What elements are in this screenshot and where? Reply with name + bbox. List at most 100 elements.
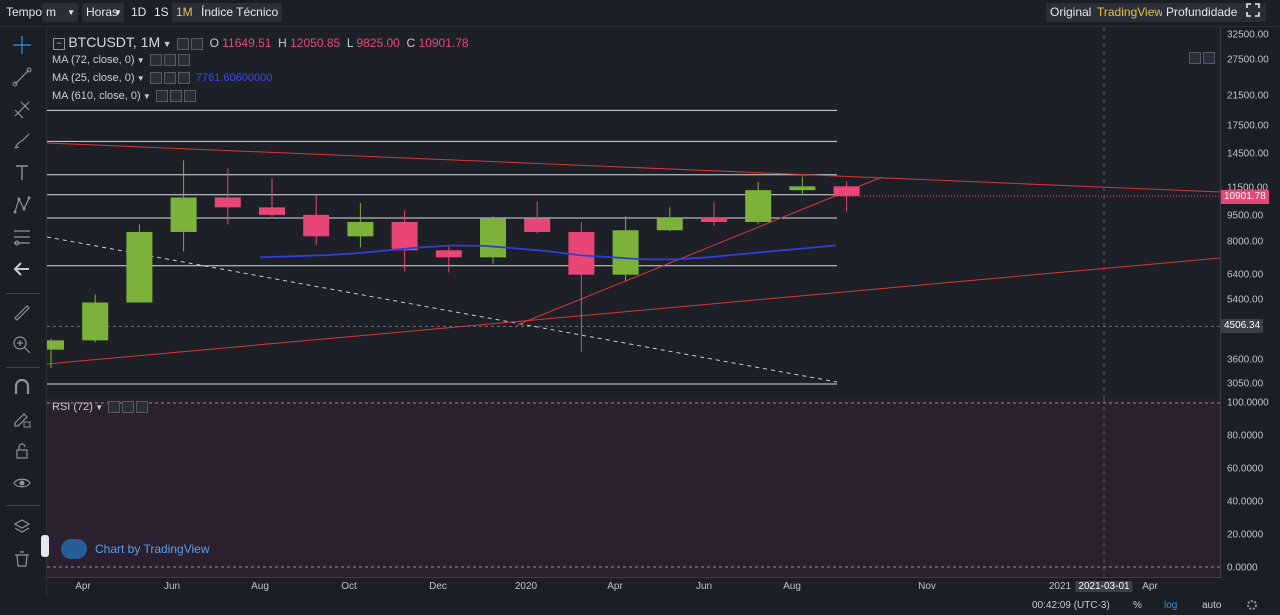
candle-body <box>833 186 860 197</box>
ma-25-value: 7761.60600000 <box>195 72 273 84</box>
chevron-down-icon[interactable]: ▼ <box>92 403 104 412</box>
view-tradingview-button[interactable]: TradingView <box>1093 3 1168 22</box>
indice-tecnico-button[interactable]: Índice Técnico <box>197 3 283 22</box>
rsi-legend[interactable]: RSI (72) ▼ <box>52 401 149 414</box>
gear-icon[interactable] <box>1245 598 1259 615</box>
trendline-icon[interactable] <box>10 65 34 89</box>
horas-select-value: Horas <box>86 5 119 19</box>
candle-body <box>568 231 595 275</box>
candle-body <box>524 218 551 232</box>
price-axis-tick: 5400.00 <box>1227 294 1264 306</box>
percent-toggle[interactable]: % <box>1133 600 1142 611</box>
close-icon[interactable] <box>136 401 149 414</box>
cloud-logo-icon <box>61 539 87 559</box>
ma-25-legend[interactable]: MA (25, close, 0) ▼ 7761.60600000 <box>52 72 273 85</box>
ma-25-label: MA (25, close, 0) <box>52 72 135 84</box>
rsi-pane[interactable]: RSI (72) ▼ Chart by TradingView <box>41 399 1220 577</box>
interval-select[interactable]: m ▼ <box>42 3 78 22</box>
gear-icon[interactable] <box>169 90 182 103</box>
time-axis-tick: Dec <box>429 581 447 592</box>
lock-icon[interactable] <box>10 439 34 463</box>
layers-icon[interactable] <box>10 515 34 539</box>
chevron-down-icon: ▼ <box>114 8 122 17</box>
eye-icon[interactable] <box>149 72 162 85</box>
trash-icon[interactable] <box>10 547 34 571</box>
pane-resize-handle[interactable] <box>41 535 49 557</box>
ma-72-legend[interactable]: MA (72, close, 0) ▼ <box>52 54 190 67</box>
pane-controls <box>1187 50 1215 64</box>
price-axis-tick: 8000.00 <box>1227 236 1264 248</box>
gear-icon[interactable] <box>163 72 176 85</box>
interval-1d-button[interactable]: 1D <box>131 5 147 19</box>
interval-1m-button[interactable]: 1M <box>172 3 197 22</box>
ohlc-open-label: O <box>209 36 219 50</box>
time-axis-tick: Apr <box>75 581 91 592</box>
ruler-icon[interactable] <box>10 301 34 325</box>
ohlc-low-label: L <box>346 36 354 50</box>
price-axis[interactable]: 32500.00 27500.00 21500.00 17500.00 14500.00… <box>1220 27 1280 578</box>
ohlc-low-value: 9825.00 <box>356 36 400 50</box>
ma-610-label: MA (610, close, 0) <box>52 90 141 102</box>
rsi-axis-tick: 0.0000 <box>1227 562 1258 574</box>
ohlc-close-label: C <box>406 36 416 50</box>
eye-icon[interactable] <box>149 54 162 67</box>
candle-body <box>82 302 109 341</box>
time-axis-tick: 2021 <box>1048 581 1072 592</box>
ohlc-open-value: 11649.51 <box>222 36 272 50</box>
close-icon[interactable] <box>177 54 190 67</box>
chevron-down-icon[interactable]: ▼ <box>160 39 172 49</box>
sidebar-divider <box>6 505 40 506</box>
tradingview-watermark[interactable]: Chart by TradingView <box>61 539 210 559</box>
price-axis-tick: 9500.00 <box>1227 210 1264 222</box>
crosshair-price-tag: 4506.34 <box>1221 319 1264 333</box>
fib-icon[interactable] <box>10 225 34 249</box>
view-original-button[interactable]: Original <box>1046 3 1096 22</box>
brush-icon[interactable] <box>10 129 34 153</box>
pane-up-icon[interactable] <box>1189 51 1201 64</box>
candle-body <box>435 250 462 258</box>
candle-body <box>303 214 330 237</box>
chevron-down-icon[interactable]: ▼ <box>134 74 145 83</box>
close-icon[interactable] <box>183 90 196 103</box>
legend-settings-icon[interactable] <box>176 37 189 50</box>
crosshair-icon[interactable] <box>10 33 34 57</box>
gear-icon[interactable] <box>163 54 176 67</box>
zoom-icon[interactable] <box>10 333 34 357</box>
collapse-legend-icon[interactable]: − <box>53 37 65 50</box>
view-profundidade-button[interactable]: Profundidade <box>1162 3 1242 22</box>
price-chart-pane[interactable]: − BTCUSDT, 1M ▼ O 11649.51 H 12050.85 L … <box>47 27 1220 399</box>
top-toolbar: Tempo m ▼ Horas ▼ 1D 1S 1M Índice Técnico … <box>0 0 1280 27</box>
drawing-toolbar <box>0 27 47 615</box>
eye-icon[interactable] <box>155 90 168 103</box>
back-arrow-icon[interactable] <box>10 257 34 281</box>
log-toggle[interactable]: log <box>1164 600 1178 611</box>
eye-icon[interactable] <box>10 471 34 495</box>
legend-compare-icon[interactable] <box>190 37 203 50</box>
rsi-axis-tick: 60.0000 <box>1227 463 1264 475</box>
fullscreen-icon[interactable] <box>1240 3 1266 22</box>
lock-draw-icon[interactable] <box>10 407 34 431</box>
time-axis[interactable]: Apr Jun Aug Oct Dec 2020 Apr Jun Aug Nov 2021 2021-… <box>47 577 1220 598</box>
price-axis-tick: 32500.00 <box>1227 29 1269 41</box>
candle-body <box>391 221 418 251</box>
magnet-icon[interactable] <box>10 375 34 399</box>
price-chart-svg <box>47 27 1220 399</box>
interval-1s-button[interactable]: 1S <box>154 5 169 19</box>
auto-toggle[interactable]: auto <box>1202 600 1222 611</box>
time-axis-tick: Aug <box>251 581 269 592</box>
chevron-down-icon[interactable]: ▼ <box>134 56 145 65</box>
ascending-trendline <box>47 257 1220 365</box>
gear-icon[interactable] <box>122 401 135 414</box>
pane-down-icon[interactable] <box>1203 51 1215 64</box>
pitchfork-icon[interactable] <box>10 97 34 121</box>
chevron-down-icon[interactable]: ▼ <box>140 92 151 101</box>
price-axis-tick: 11500.00 <box>1227 182 1268 194</box>
time-axis-tick: Oct <box>341 581 357 592</box>
eye-icon[interactable] <box>108 401 121 414</box>
ma-610-legend[interactable]: MA (610, close, 0) ▼ <box>52 90 196 103</box>
text-icon[interactable] <box>10 161 34 185</box>
horas-select[interactable]: Horas ▼ <box>82 3 124 22</box>
candle-body <box>126 231 153 303</box>
pattern-icon[interactable] <box>10 193 34 217</box>
close-icon[interactable] <box>177 72 190 85</box>
